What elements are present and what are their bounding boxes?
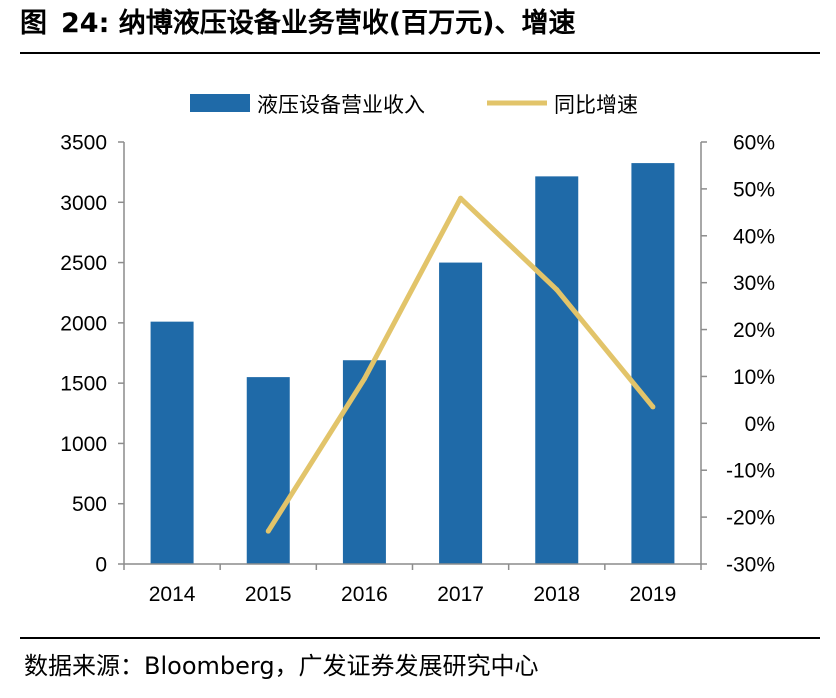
x-tick-label: 2014 xyxy=(149,583,196,606)
left-tick-label: 1000 xyxy=(60,433,107,456)
right-tick-label: 40% xyxy=(733,225,775,248)
figure-label: 图 xyxy=(20,8,47,39)
left-tick-label: 3000 xyxy=(60,192,107,215)
right-tick-label: 0% xyxy=(745,413,775,436)
bar-2014 xyxy=(150,321,194,564)
figure-title: 图 24: 纳博液压设备业务营收(百万元)、增速 xyxy=(20,6,575,42)
right-tick-label: 10% xyxy=(733,366,775,389)
title-rule xyxy=(20,52,820,54)
bar-2018 xyxy=(535,176,579,564)
figure-title-text: 纳博液压设备业务营收(百万元)、增速 xyxy=(118,8,576,39)
right-tick-label: 30% xyxy=(733,272,775,295)
growth-point-2017 xyxy=(458,195,464,201)
legend: 液压设备营业收入 同比增速 xyxy=(190,93,638,117)
bar-2017 xyxy=(439,262,483,564)
source-note: 数据来源：Bloomberg，广发证券发展研究中心 xyxy=(24,652,539,680)
growth-point-2018 xyxy=(554,287,560,293)
growth-point-2015 xyxy=(265,528,271,534)
legend-label-growth: 同比增速 xyxy=(554,93,638,117)
bar-2015 xyxy=(246,377,290,564)
left-tick-label: 2500 xyxy=(60,252,107,275)
right-tick-label: -10% xyxy=(726,460,775,483)
right-tick-label: 20% xyxy=(733,319,775,342)
right-tick-label: 60% xyxy=(733,132,775,155)
legend-swatch-bar xyxy=(190,94,250,112)
bar-2019 xyxy=(631,163,675,564)
growth-point-2019 xyxy=(650,404,656,410)
x-tick-label: 2018 xyxy=(533,583,580,606)
left-tick-label: 1500 xyxy=(60,373,107,396)
right-tick-label: 50% xyxy=(733,178,775,201)
source-rule xyxy=(20,637,820,639)
bar-2016 xyxy=(342,360,386,564)
right-tick-label: -30% xyxy=(726,554,775,577)
left-tick-label: 2000 xyxy=(60,312,107,335)
right-tick-label: -20% xyxy=(726,507,775,530)
left-tick-label: 500 xyxy=(72,493,107,516)
x-tick-label: 2015 xyxy=(245,583,292,606)
figure-number: 24: xyxy=(61,8,110,39)
x-tick-label: 2019 xyxy=(630,583,677,606)
left-tick-label: 3500 xyxy=(60,132,107,155)
x-tick-label: 2017 xyxy=(437,583,484,606)
left-tick-label: 0 xyxy=(95,554,107,577)
legend-label-revenue: 液压设备营业收入 xyxy=(257,93,425,117)
growth-point-2016 xyxy=(361,376,367,382)
x-tick-label: 2016 xyxy=(341,583,388,606)
